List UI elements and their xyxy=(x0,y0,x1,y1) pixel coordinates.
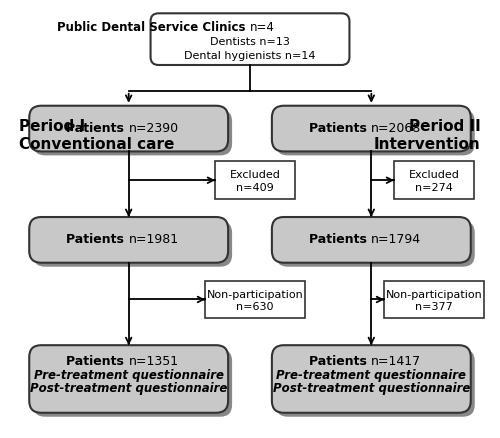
FancyBboxPatch shape xyxy=(272,217,471,263)
Text: Dental hygienists n=14: Dental hygienists n=14 xyxy=(184,51,316,61)
Text: Excluded: Excluded xyxy=(230,170,280,180)
Text: n=409: n=409 xyxy=(236,183,274,193)
Text: Dentists n=13: Dentists n=13 xyxy=(210,37,290,47)
Text: Patients: Patients xyxy=(66,122,128,135)
Text: Public Dental Service Clinics: Public Dental Service Clinics xyxy=(58,21,250,34)
FancyBboxPatch shape xyxy=(276,110,474,155)
Text: n=1417: n=1417 xyxy=(372,355,422,367)
FancyBboxPatch shape xyxy=(33,221,232,267)
Text: Patients: Patients xyxy=(309,122,372,135)
FancyBboxPatch shape xyxy=(29,345,228,413)
FancyBboxPatch shape xyxy=(33,110,232,155)
Text: n=1351: n=1351 xyxy=(128,355,179,367)
FancyBboxPatch shape xyxy=(272,106,471,152)
Text: n=377: n=377 xyxy=(415,302,453,312)
Text: n=274: n=274 xyxy=(415,183,453,193)
FancyBboxPatch shape xyxy=(29,106,228,152)
FancyBboxPatch shape xyxy=(150,13,350,65)
Text: Period I
Conventional care: Period I Conventional care xyxy=(20,119,174,152)
Text: n=1981: n=1981 xyxy=(128,233,179,246)
Text: Excluded: Excluded xyxy=(408,170,460,180)
Text: Post-treatment questionnaire: Post-treatment questionnaire xyxy=(272,382,470,396)
FancyBboxPatch shape xyxy=(394,161,474,199)
FancyBboxPatch shape xyxy=(29,217,228,263)
FancyBboxPatch shape xyxy=(215,161,295,199)
Text: Pre-treatment questionnaire: Pre-treatment questionnaire xyxy=(276,368,466,381)
FancyBboxPatch shape xyxy=(206,281,304,318)
Text: Patients: Patients xyxy=(309,355,372,367)
Text: Patients: Patients xyxy=(66,233,128,246)
Text: n=630: n=630 xyxy=(236,302,274,312)
Text: Pre-treatment questionnaire: Pre-treatment questionnaire xyxy=(34,368,224,381)
Text: Non-participation: Non-participation xyxy=(386,290,482,300)
Text: Patients: Patients xyxy=(66,355,128,367)
FancyBboxPatch shape xyxy=(33,349,232,417)
FancyBboxPatch shape xyxy=(276,349,474,417)
Text: n=2068: n=2068 xyxy=(372,122,422,135)
Text: n=1794: n=1794 xyxy=(372,233,422,246)
Text: n=4: n=4 xyxy=(250,21,275,34)
Text: Non-participation: Non-participation xyxy=(206,290,304,300)
Text: Patients: Patients xyxy=(309,233,372,246)
Text: n=2390: n=2390 xyxy=(128,122,179,135)
FancyBboxPatch shape xyxy=(276,221,474,267)
FancyBboxPatch shape xyxy=(272,345,471,413)
Text: Post-treatment questionnaire: Post-treatment questionnaire xyxy=(30,382,228,396)
Text: Period II
Intervention: Period II Intervention xyxy=(374,119,480,152)
FancyBboxPatch shape xyxy=(384,281,484,318)
